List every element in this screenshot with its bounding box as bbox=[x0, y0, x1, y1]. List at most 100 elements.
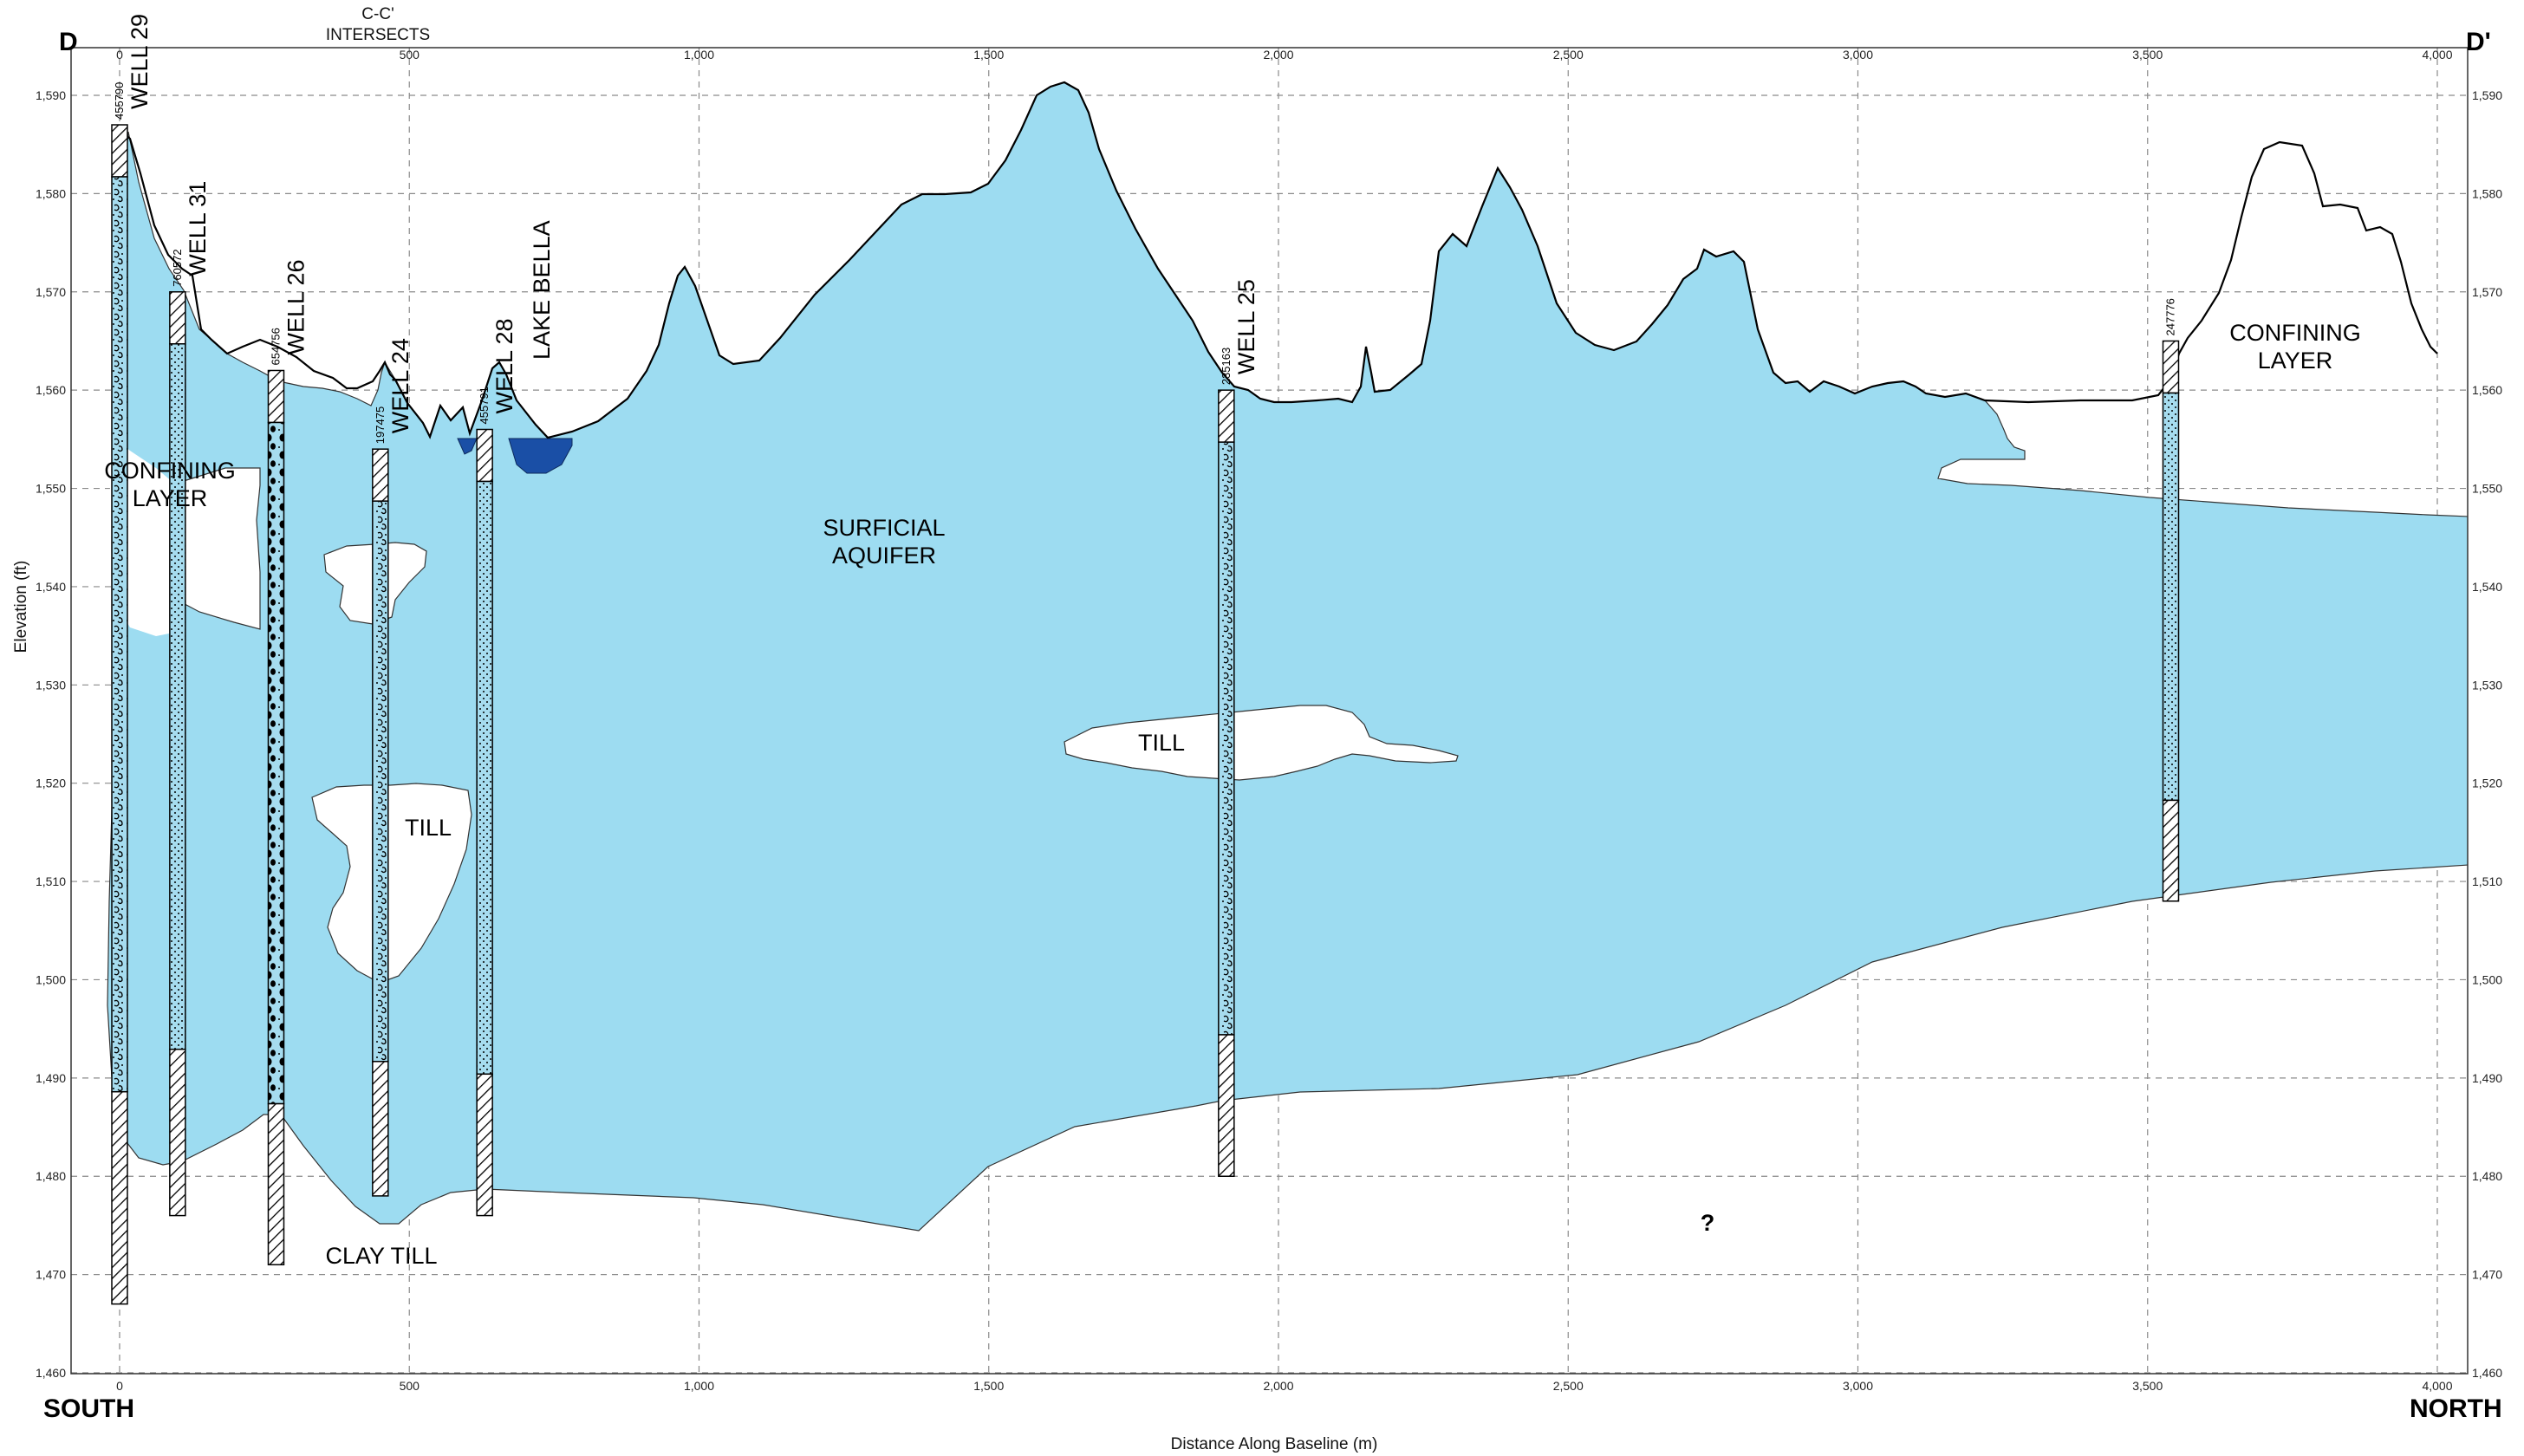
intersect-label-line1: C-C' bbox=[361, 5, 394, 23]
x-tick-label: 1,500 bbox=[973, 1379, 1004, 1393]
well-segment-till bbox=[372, 1061, 389, 1197]
x-tick-label: 4,000 bbox=[2422, 48, 2452, 62]
corner-label-d: D bbox=[59, 28, 78, 56]
well-segment-till bbox=[1218, 1034, 1235, 1177]
x-tick-label: 0 bbox=[116, 48, 123, 62]
y-tick-label: 1,490 bbox=[2472, 1071, 2502, 1085]
well-segment-aquifer bbox=[1218, 441, 1235, 1036]
lake-bella-label: LAKE BELLA bbox=[529, 220, 555, 360]
well-segment-confining bbox=[111, 124, 128, 178]
clay-till-label: CLAY TILL bbox=[325, 1243, 437, 1269]
plot-frame bbox=[70, 47, 2469, 1375]
well-id-label: 197475 bbox=[374, 406, 387, 444]
well-segment-till bbox=[2162, 799, 2180, 902]
y-tick-label: 1,560 bbox=[36, 383, 66, 397]
till-label-upper: TILL bbox=[405, 815, 452, 841]
well-name-labels: 455790 WELL 29 760572 WELL 31 654756 WELL 26 1… bbox=[113, 14, 2176, 444]
well-segment-confining bbox=[169, 291, 186, 345]
well-segment-confining bbox=[2162, 340, 2180, 394]
y-tick-label: 1,540 bbox=[2472, 580, 2502, 594]
x-tick-label: 1,000 bbox=[684, 48, 714, 62]
well-name-label: WELL 26 bbox=[283, 259, 309, 354]
y-tick-label: 1,580 bbox=[2472, 186, 2502, 200]
surficial-aquifer-unit bbox=[107, 81, 2468, 1232]
x-tick-labels-bottom: 0 500 1,000 1,500 2,000 2,500 3,000 3,500 4,000 bbox=[116, 1379, 2453, 1393]
corner-label-north: NORTH bbox=[2410, 1394, 2502, 1423]
well-segment-confining bbox=[267, 369, 285, 424]
well-id-label: 247776 bbox=[2163, 298, 2176, 335]
y-tick-label: 1,500 bbox=[36, 972, 66, 986]
y-tick-label: 1,520 bbox=[36, 777, 66, 790]
well-segment-aquifer bbox=[111, 176, 128, 1093]
confining-layer-north-label-line2: LAYER bbox=[2258, 348, 2333, 374]
well-segment-till bbox=[476, 1073, 493, 1217]
well-id-label: 235163 bbox=[1220, 348, 1233, 385]
unknown-unit-label: ? bbox=[1701, 1210, 1715, 1236]
well-id-label: 455791 bbox=[478, 387, 491, 424]
y-tick-label: 1,590 bbox=[36, 88, 66, 102]
well-id-label: 654756 bbox=[269, 328, 282, 365]
intersect-label-line2: INTERSECTS bbox=[326, 26, 430, 44]
well-id-label: 455790 bbox=[113, 82, 126, 120]
x-tick-label: 3,500 bbox=[2132, 1379, 2163, 1393]
well-column bbox=[2162, 340, 2180, 902]
well-name-label: WELL 28 bbox=[491, 318, 517, 413]
x-tick-label: 2,500 bbox=[1553, 1379, 1584, 1393]
y-tick-label: 1,550 bbox=[36, 482, 66, 496]
x-tick-label: 3,500 bbox=[2132, 48, 2163, 62]
y-axis-title: Elevation (ft) bbox=[12, 561, 30, 653]
x-tick-labels-top: 0 500 1,000 1,500 2,000 2,500 3,000 3,500 4,000 bbox=[116, 48, 2453, 62]
x-tick-label: 3,000 bbox=[1843, 1379, 1873, 1393]
y-tick-label: 1,590 bbox=[2472, 88, 2502, 102]
confining-layer-south-label-line2: LAYER bbox=[133, 485, 208, 511]
y-tick-labels-right: 1,460 1,470 1,480 1,490 1,500 1,510 1,520 1,530… bbox=[2472, 88, 2502, 1380]
y-tick-label: 1,530 bbox=[2472, 678, 2502, 692]
till-label-north: TILL bbox=[1138, 730, 1185, 756]
corner-label-south: SOUTH bbox=[43, 1394, 134, 1423]
well-segment-aquifer bbox=[476, 480, 493, 1076]
y-tick-label: 1,580 bbox=[36, 186, 66, 200]
well-segment-aquifer bbox=[372, 500, 389, 1063]
x-tick-label: 3,000 bbox=[1843, 48, 1873, 62]
y-tick-label: 1,550 bbox=[2472, 482, 2502, 496]
y-tick-label: 1,570 bbox=[2472, 285, 2502, 299]
x-tick-label: 1,000 bbox=[684, 1379, 714, 1393]
well-segment-confining bbox=[1218, 389, 1235, 443]
y-tick-label: 1,480 bbox=[2472, 1169, 2502, 1183]
x-tick-label: 2,500 bbox=[1553, 48, 1584, 62]
y-tick-labels-left: 1,460 1,470 1,480 1,490 1,500 1,510 1,520 1,530… bbox=[36, 88, 66, 1380]
y-tick-label: 1,470 bbox=[36, 1268, 66, 1282]
well-segment-till bbox=[169, 1048, 186, 1217]
y-tick-label: 1,510 bbox=[36, 874, 66, 888]
well-segment-confining bbox=[476, 428, 493, 483]
y-tick-label: 1,520 bbox=[2472, 777, 2502, 790]
surficial-aquifer-label-line2: AQUIFER bbox=[832, 543, 936, 569]
y-tick-label: 1,470 bbox=[2472, 1268, 2502, 1282]
y-tick-label: 1,530 bbox=[36, 678, 66, 692]
y-tick-label: 1,540 bbox=[36, 580, 66, 594]
y-tick-label: 1,490 bbox=[36, 1071, 66, 1085]
well-column bbox=[476, 428, 493, 1217]
well-name-label: WELL 25 bbox=[1233, 279, 1259, 374]
well-segment-till bbox=[267, 1102, 285, 1266]
well-name-label: WELL 31 bbox=[185, 181, 211, 276]
y-tick-label: 1,560 bbox=[2472, 383, 2502, 397]
well-segment-till bbox=[111, 1090, 128, 1305]
confining-layer-south-label-line1: CONFINING bbox=[104, 458, 236, 484]
corner-label-d-prime: D' bbox=[2466, 28, 2491, 56]
well-segment-confining bbox=[372, 448, 389, 502]
y-tick-label: 1,460 bbox=[2472, 1366, 2502, 1380]
x-tick-label: 500 bbox=[400, 1379, 420, 1393]
surficial-aquifer-label-line1: SURFICIAL bbox=[823, 515, 945, 541]
well-column bbox=[1218, 389, 1235, 1177]
well-segment-aquifer bbox=[169, 343, 186, 1050]
x-axis-title: Distance Along Baseline (m) bbox=[1171, 1435, 1378, 1453]
well-column bbox=[372, 448, 389, 1197]
well-column bbox=[111, 124, 128, 1305]
x-tick-label: 1,500 bbox=[973, 48, 1004, 62]
x-tick-label: 0 bbox=[116, 1379, 123, 1393]
well-name-label: WELL 24 bbox=[387, 338, 413, 433]
well-column bbox=[169, 291, 186, 1217]
x-tick-label: 4,000 bbox=[2422, 1379, 2452, 1393]
